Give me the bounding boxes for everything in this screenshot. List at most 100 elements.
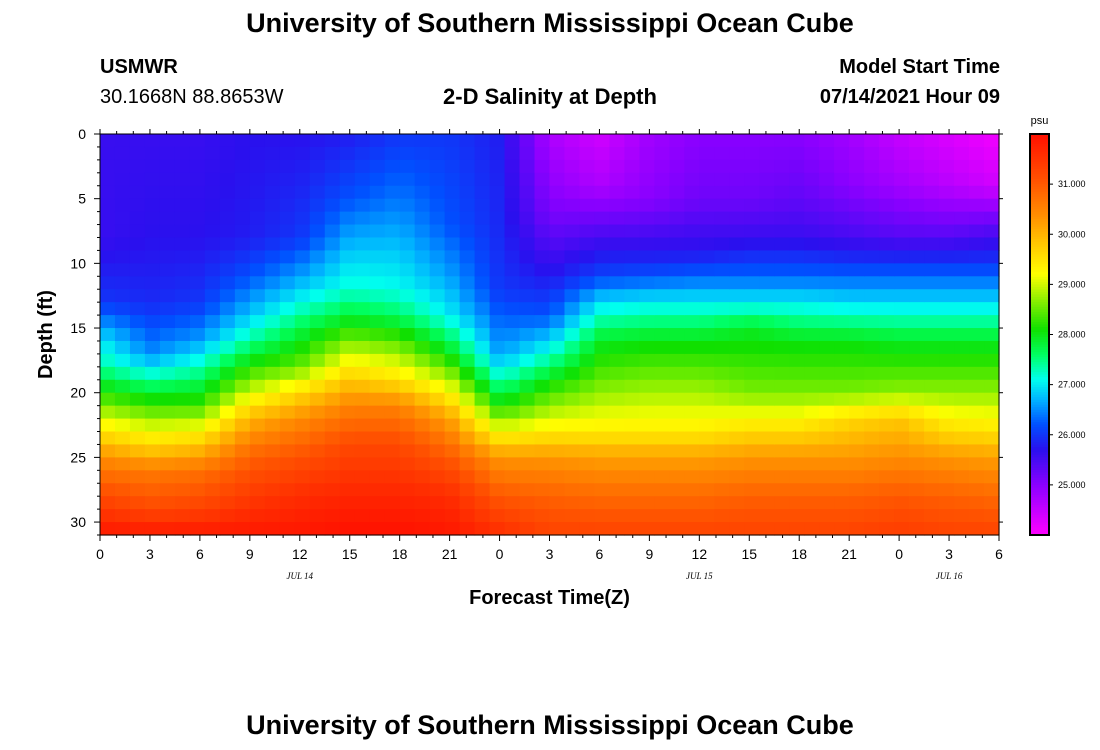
heatmap-cell [849,522,865,536]
colorbar-segment [1030,264,1049,268]
heatmap-cell [309,172,326,187]
heatmap-cell [144,509,161,523]
heatmap-cell [100,379,116,394]
heatmap-cell [339,509,356,523]
colorbar-segment [1030,216,1049,220]
heatmap-cell [219,470,236,484]
heatmap-cell [879,392,895,407]
heatmap-cell [969,444,985,458]
heatmap-cell [309,392,326,407]
heatmap-cell [819,276,835,290]
heatmap-cell [639,340,655,355]
heatmap-cell [219,224,236,239]
heatmap-cell [984,457,1000,471]
heatmap-cell [804,172,820,187]
heatmap-cell [579,431,596,446]
heatmap-cell [234,172,251,187]
heatmap-cell [489,159,506,174]
y-tick-label: 5 [78,191,86,207]
heatmap-cell [144,379,161,394]
heatmap-cell [519,237,536,252]
heatmap-cell [684,146,700,161]
heatmap-cell [264,470,281,484]
heatmap-cell [939,379,955,394]
heatmap-cell [564,418,581,433]
heatmap-cell [174,315,191,329]
model-start-datetime: 07/14/2021 Hour 09 [819,86,1000,108]
heatmap-cell [699,431,715,446]
heatmap-cell [984,302,1000,316]
heatmap-cell [879,198,895,213]
heatmap-cell [100,263,116,277]
heatmap-cell [324,405,341,420]
heatmap-cell [984,496,1000,510]
heatmap-cell [474,302,491,316]
heatmap-cell [309,289,326,303]
heatmap-cell [384,185,401,200]
heatmap-cell [939,211,955,226]
heatmap-cell [189,250,206,264]
heatmap-cell [849,302,865,316]
heatmap-cell [714,159,730,174]
heatmap-cell [654,224,670,239]
heatmap-cell [264,263,281,277]
heatmap-cell [369,315,386,329]
heatmap-cell [609,146,626,161]
heatmap-cell [459,470,476,484]
heatmap-cell [309,509,326,523]
heatmap-cell [564,353,581,368]
heatmap-cell [954,263,970,277]
heatmap-cell [564,185,581,200]
heatmap-cell [684,496,700,510]
heatmap-cell [744,211,760,226]
heatmap-cell [579,224,596,239]
colorbar-segment [1030,299,1049,303]
heatmap-cell [774,159,790,174]
heatmap-cell [324,470,341,484]
heatmap-cell [984,470,1000,484]
heatmap-cell [429,263,446,277]
x-tick-label: 9 [645,546,653,562]
heatmap-cell [864,328,880,342]
heatmap-cell [249,483,266,497]
heatmap-cell [399,185,416,200]
heatmap-cell [459,224,476,239]
heatmap-cell [549,483,566,497]
heatmap-cell [429,431,446,446]
heatmap-cell [879,366,895,381]
heatmap-cell [519,379,536,394]
heatmap-cell [594,302,611,316]
heatmap-cell [309,340,326,355]
heatmap-cell [459,431,476,446]
heatmap-cell [144,418,161,433]
heatmap-cell [804,509,820,523]
heatmap-cell [609,134,626,148]
heatmap-cell [669,392,685,407]
heatmap-cell [774,134,790,148]
heatmap-cell [624,457,640,471]
heatmap-cell [699,470,715,484]
heatmap-cell [579,522,596,536]
heatmap-cell [159,496,176,510]
heatmap-cell [819,237,835,252]
heatmap-cell [594,328,611,342]
heatmap-cell [924,444,940,458]
heatmap-cell [699,263,715,277]
heatmap-cell [924,302,940,316]
heatmap-cell [219,483,236,497]
heatmap-cell [159,366,176,381]
heatmap-cell [114,250,131,264]
heatmap-cell [789,509,805,523]
heatmap-cell [339,159,356,174]
heatmap-cell [729,509,745,523]
colorbar-segment [1030,454,1049,458]
heatmap-cell [879,134,895,148]
heatmap-cell [579,159,596,174]
heatmap-cell [894,224,910,239]
heatmap-cell [414,159,431,174]
heatmap-cell [504,302,521,316]
heatmap-cell [129,444,146,458]
heatmap-cell [864,198,880,213]
heatmap-cell [249,302,266,316]
heatmap-cell [879,146,895,161]
